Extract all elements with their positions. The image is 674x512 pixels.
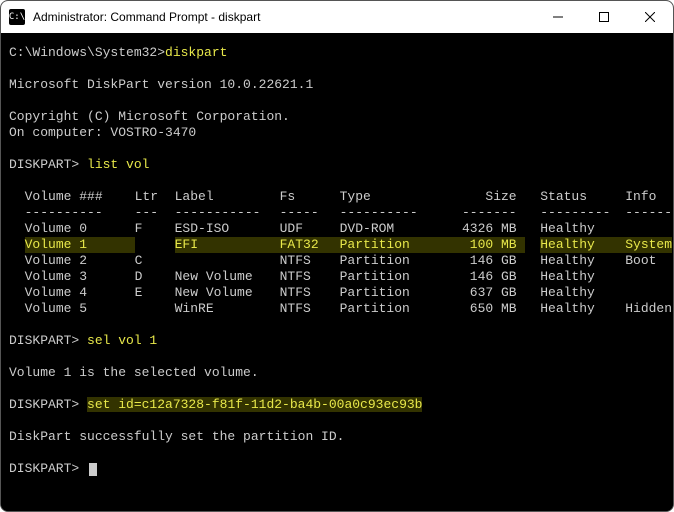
table-separator: ----------------------------------------… bbox=[9, 205, 665, 221]
titlebar[interactable]: C:\ Administrator: Command Prompt - disk… bbox=[1, 1, 673, 33]
close-button[interactable] bbox=[627, 1, 673, 33]
table-row: Volume 1EFIFAT32Partition100 MB HealthyS… bbox=[9, 237, 665, 253]
diskpart-prompt: DISKPART> bbox=[9, 333, 87, 348]
command-text: diskpart bbox=[165, 45, 227, 60]
diskpart-prompt: DISKPART> bbox=[9, 157, 87, 172]
maximize-button[interactable] bbox=[581, 1, 627, 33]
table-row: Volume 0FESD-ISOUDFDVD-ROM4326 MB Health… bbox=[9, 221, 665, 237]
table-row: Volume 5WinRENTFSPartition650 MB Healthy… bbox=[9, 301, 665, 317]
minimize-icon bbox=[553, 12, 563, 22]
copyright-line: Copyright (C) Microsoft Corporation. bbox=[9, 109, 290, 124]
window-title: Administrator: Command Prompt - diskpart bbox=[33, 10, 260, 24]
maximize-icon bbox=[599, 12, 609, 22]
computer-line: On computer: VOSTRO-3470 bbox=[9, 125, 196, 140]
diskpart-prompt: DISKPART> bbox=[9, 461, 87, 476]
diskpart-version: Microsoft DiskPart version 10.0.22621.1 bbox=[9, 77, 313, 92]
window: C:\ Administrator: Command Prompt - disk… bbox=[0, 0, 674, 512]
table-row: Volume 3DNew VolumeNTFSPartition146 GB H… bbox=[9, 269, 665, 285]
close-icon bbox=[645, 12, 655, 22]
command-text: set id=c12a7328-f81f-11d2-ba4b-00a0c93ec… bbox=[87, 397, 422, 412]
prompt-path: C:\Windows\System32> bbox=[9, 45, 165, 60]
table-header: Volume ###LtrLabelFsTypeSize StatusInfo bbox=[9, 189, 665, 205]
diskpart-prompt: DISKPART> bbox=[9, 397, 87, 412]
minimize-button[interactable] bbox=[535, 1, 581, 33]
command-text: list vol bbox=[87, 157, 149, 172]
cursor bbox=[89, 463, 97, 476]
app-icon: C:\ bbox=[9, 9, 25, 25]
setid-success-msg: DiskPart successfully set the partition … bbox=[9, 429, 344, 444]
command-text: sel vol 1 bbox=[87, 333, 157, 348]
selected-volume-msg: Volume 1 is the selected volume. bbox=[9, 365, 259, 380]
table-row: Volume 4ENew VolumeNTFSPartition637 GB H… bbox=[9, 285, 665, 301]
table-row: Volume 2CNTFSPartition146 GB HealthyBoot bbox=[9, 253, 665, 269]
terminal-output[interactable]: C:\Windows\System32>diskpart Microsoft D… bbox=[1, 33, 673, 511]
